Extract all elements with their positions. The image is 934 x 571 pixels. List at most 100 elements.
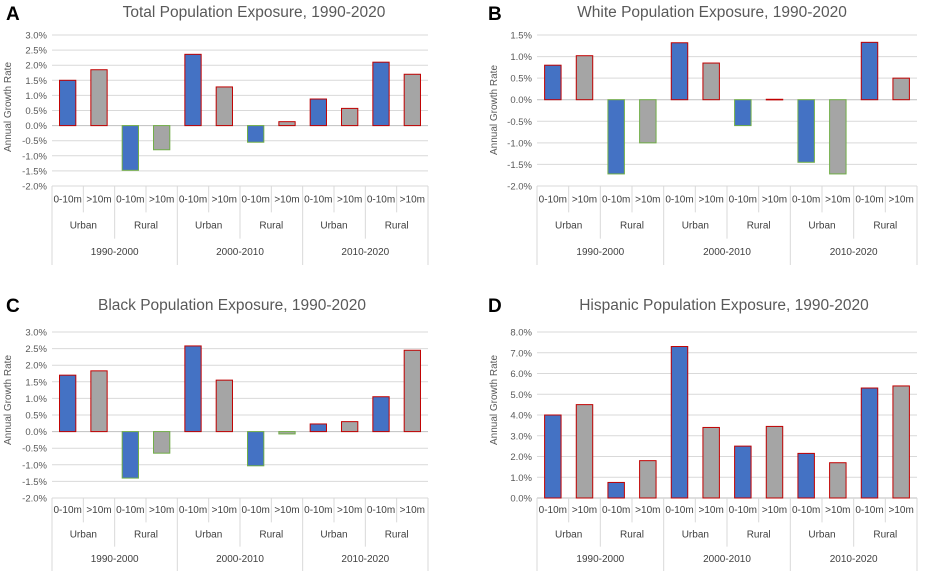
y-tick-label: -1.5% bbox=[22, 477, 47, 488]
bar bbox=[639, 460, 657, 499]
x-tick-label: 0-10m bbox=[241, 194, 269, 205]
bar bbox=[860, 41, 879, 101]
x-tick-label: >10m bbox=[400, 505, 425, 516]
chart-title: Total Population Exposure, 1990-2020 bbox=[123, 4, 386, 21]
bar bbox=[403, 349, 421, 433]
bar bbox=[184, 53, 202, 127]
bar bbox=[544, 64, 562, 101]
x-tick-label: 0-10m bbox=[729, 194, 757, 205]
bar bbox=[544, 414, 562, 499]
bar bbox=[403, 73, 421, 127]
y-tick-label: -1.0% bbox=[507, 138, 532, 149]
y-tick-label: 0.0% bbox=[510, 95, 532, 106]
y-tick-label: 0.5% bbox=[510, 74, 532, 85]
x-tick-label: >10m bbox=[889, 505, 914, 516]
x-group-label: Urban bbox=[555, 529, 582, 540]
x-tick-label: 0-10m bbox=[179, 194, 207, 205]
y-tick-label: 8.0% bbox=[510, 328, 532, 339]
x-group-label: Rural bbox=[385, 529, 409, 540]
bar bbox=[59, 79, 77, 127]
x-group-label: Urban bbox=[682, 221, 709, 232]
x-group-label: Rural bbox=[259, 221, 283, 232]
bar bbox=[829, 99, 847, 175]
x-tick-label: 0-10m bbox=[855, 505, 883, 516]
y-tick-label: 1.5% bbox=[510, 31, 532, 42]
bar bbox=[829, 462, 847, 499]
bar bbox=[734, 99, 752, 127]
x-tick-label: 0-10m bbox=[729, 505, 757, 516]
x-period-label: 1990-2000 bbox=[576, 554, 624, 565]
x-tick-label: >10m bbox=[699, 194, 724, 205]
x-tick-label: 0-10m bbox=[304, 194, 332, 205]
bar bbox=[639, 99, 657, 144]
x-group-label: Rural bbox=[134, 529, 158, 540]
bar bbox=[247, 431, 265, 467]
x-tick-label: >10m bbox=[212, 194, 237, 205]
x-period-label: 2000-2010 bbox=[216, 247, 264, 258]
x-tick-label: 0-10m bbox=[116, 194, 144, 205]
x-period-label: 2000-2010 bbox=[216, 554, 264, 565]
bar bbox=[797, 452, 815, 499]
x-group-label: Urban bbox=[808, 221, 835, 232]
x-tick-label: >10m bbox=[337, 505, 362, 516]
x-tick-label: 0-10m bbox=[116, 505, 144, 516]
x-period-label: 2010-2020 bbox=[341, 554, 389, 565]
x-tick-label: >10m bbox=[635, 194, 660, 205]
bar bbox=[153, 125, 171, 151]
y-tick-label: 4.0% bbox=[510, 411, 532, 422]
x-tick-label: >10m bbox=[762, 505, 787, 516]
y-tick-label: 1.0% bbox=[25, 91, 47, 102]
chart-panel-c: C Black Population Exposure, 1990-2020 A… bbox=[3, 296, 429, 571]
x-period-label: 2010-2020 bbox=[830, 247, 878, 258]
bar bbox=[372, 61, 390, 127]
x-group-label: Rural bbox=[747, 221, 771, 232]
x-tick-label: 0-10m bbox=[53, 194, 81, 205]
x-group-label: Urban bbox=[320, 529, 347, 540]
x-tick-label: 0-10m bbox=[602, 505, 630, 516]
panel-letter: A bbox=[6, 4, 20, 25]
chart-panel-b: B White Population Exposure, 1990-2020 A… bbox=[488, 4, 918, 265]
x-group-label: Urban bbox=[195, 221, 222, 232]
bar bbox=[184, 345, 202, 433]
x-tick-label: >10m bbox=[699, 505, 724, 516]
y-axis-label: Annual Growth Rate bbox=[489, 355, 500, 445]
bar bbox=[860, 387, 879, 499]
x-tick-label: 0-10m bbox=[53, 505, 81, 516]
y-tick-label: 1.5% bbox=[25, 377, 47, 388]
x-group-label: Rural bbox=[385, 221, 409, 232]
x-tick-label: 0-10m bbox=[665, 505, 693, 516]
x-period-label: 2000-2010 bbox=[703, 554, 751, 565]
y-tick-label: 2.5% bbox=[25, 344, 47, 355]
bar bbox=[372, 396, 390, 433]
y-tick-label: 3.0% bbox=[25, 31, 47, 42]
bar bbox=[90, 69, 108, 127]
y-tick-label: 3.0% bbox=[510, 431, 532, 442]
bar bbox=[765, 425, 784, 499]
panel-letter: D bbox=[488, 296, 502, 317]
y-axis-label: Annual Growth Rate bbox=[3, 62, 14, 152]
y-tick-label: 1.5% bbox=[25, 76, 47, 87]
panel-letter: B bbox=[488, 4, 502, 25]
x-tick-label: 0-10m bbox=[602, 194, 630, 205]
y-tick-label: 1.0% bbox=[25, 394, 47, 405]
x-tick-label: 0-10m bbox=[367, 194, 395, 205]
x-group-label: Rural bbox=[620, 221, 644, 232]
y-tick-label: 3.0% bbox=[25, 328, 47, 339]
y-tick-label: 0.5% bbox=[25, 106, 47, 117]
bar bbox=[892, 77, 910, 101]
bar bbox=[121, 431, 139, 479]
x-tick-label: 0-10m bbox=[539, 194, 567, 205]
x-tick-label: 0-10m bbox=[665, 194, 693, 205]
bar bbox=[153, 431, 171, 454]
x-tick-label: >10m bbox=[212, 505, 237, 516]
y-tick-label: 7.0% bbox=[510, 348, 532, 359]
x-tick-label: 0-10m bbox=[304, 505, 332, 516]
y-tick-label: -0.5% bbox=[507, 117, 532, 128]
bar bbox=[797, 99, 815, 163]
bar bbox=[765, 98, 784, 101]
x-tick-label: >10m bbox=[889, 194, 914, 205]
y-tick-label: -0.5% bbox=[22, 136, 47, 147]
y-tick-label: -1.5% bbox=[507, 160, 532, 171]
x-tick-label: >10m bbox=[337, 194, 362, 205]
x-period-label: 1990-2000 bbox=[91, 554, 139, 565]
